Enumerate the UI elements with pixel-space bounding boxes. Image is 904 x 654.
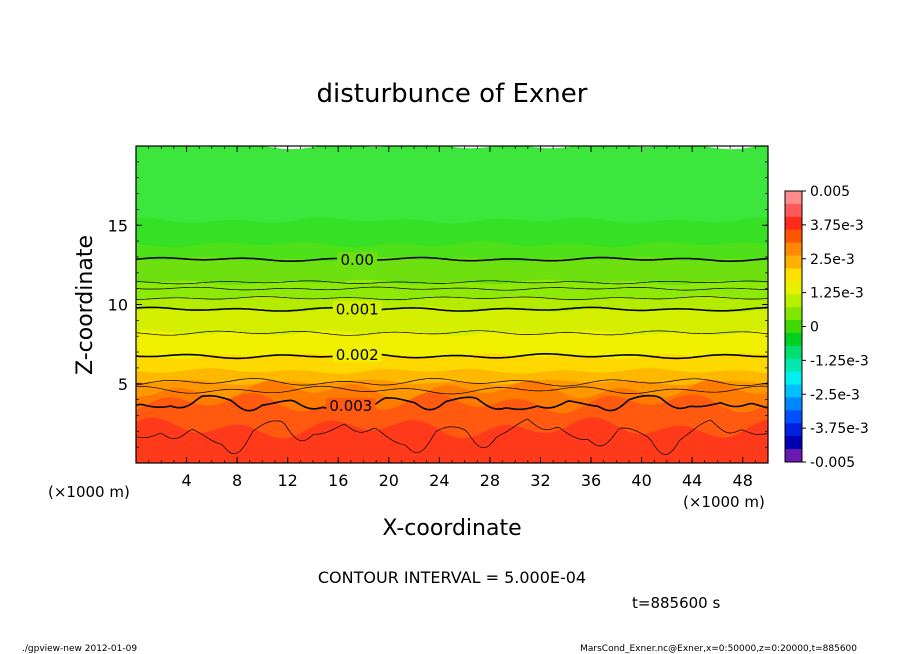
y-axis: 5 10 15 [108, 145, 768, 464]
colorbar-swatch [785, 268, 802, 282]
colorbar-swatch [785, 397, 802, 411]
x-tick-label: 20 [379, 471, 399, 490]
contour-lines [135, 256, 769, 455]
heatmap-band [136, 417, 768, 463]
colorbar-label: 3.75e-3 [810, 218, 864, 234]
heatmap-area [136, 146, 768, 463]
colorbar-swatch [785, 229, 802, 244]
x-axis: 4 8 12 16 20 24 28 32 36 40 44 48 [135, 146, 769, 490]
x-tick-label: 44 [682, 471, 702, 490]
colorbar-label: 0 [810, 320, 819, 336]
contour-line [135, 394, 769, 412]
contour-line [135, 418, 769, 455]
contour-line [135, 385, 769, 395]
colorbar-swatch [785, 332, 802, 347]
colorbar-swatch [785, 423, 802, 437]
contour-label: 0.002 [336, 346, 379, 364]
x-unit-right: (×1000 m) [683, 493, 765, 511]
colorbar-swatch [785, 410, 802, 424]
contour-label: 0.00 [340, 251, 373, 269]
contour-label-bg [326, 397, 376, 413]
colorbar-label: 1.25e-3 [810, 286, 864, 302]
x-tick-label: 32 [530, 471, 550, 490]
contour-line [135, 378, 769, 387]
contour-labels: 0.00 0.001 0.002 0.003 [326, 251, 382, 415]
x-tick-label: 28 [480, 471, 500, 490]
colorbar-swatch [785, 345, 802, 360]
contour-line [135, 256, 769, 262]
colorbar-swatch [785, 384, 802, 398]
colorbar-label: 0.005 [810, 184, 850, 200]
footer-left: ./gpview-new 2012-01-09 [22, 644, 137, 654]
colorbar-swatch [785, 449, 802, 463]
x-tick-label: 24 [429, 471, 449, 490]
colorbar-swatch [785, 191, 802, 205]
colorbar-swatch [785, 255, 802, 269]
chart-title: disturbunce of Exner [317, 79, 588, 109]
y-axis-label: Z-coordinate [73, 235, 98, 375]
colorbar-swatch [785, 436, 802, 450]
colorbar-swatch [785, 320, 802, 334]
colorbar-label: -2.5e-3 [810, 387, 860, 403]
contour-label-bg [332, 301, 382, 317]
contour-label: 0.003 [329, 397, 372, 415]
contour-label-bg [332, 347, 382, 363]
colorbar-swatch [785, 203, 802, 218]
y-tick-label: 15 [108, 216, 128, 235]
contour-line [135, 330, 769, 336]
colorbar-label: -3.75e-3 [810, 421, 869, 437]
y-tick-label: 5 [118, 375, 128, 394]
contour-label: 0.001 [336, 300, 379, 318]
x-tick-label: 48 [733, 471, 753, 490]
contour-interval-text: CONTOUR INTERVAL = 5.000E-04 [318, 568, 586, 587]
colorbar: 0.005 3.75e-3 2.5e-3 1.25e-3 0 -1.25e-3 -2.5e-… [784, 184, 869, 471]
colorbar-label: 2.5e-3 [810, 252, 855, 268]
x-unit-left: (×1000 m) [48, 483, 130, 501]
x-tick-label: 36 [581, 471, 601, 490]
x-tick-label: 40 [631, 471, 651, 490]
colorbar-swatch [785, 307, 802, 321]
time-label: t=885600 s [632, 594, 720, 612]
x-tick-label: 12 [278, 471, 298, 490]
contour-line [135, 352, 769, 360]
contour-line [135, 280, 769, 285]
contour-line [135, 286, 769, 291]
x-axis-label: X-coordinate [382, 516, 521, 541]
colorbar-swatch [785, 371, 802, 386]
colorbar-label: -1.25e-3 [810, 353, 869, 369]
contour-label-bg [337, 252, 378, 268]
colorbar-swatch [785, 281, 802, 295]
y-tick-label: 10 [108, 296, 128, 315]
x-tick-label: 4 [181, 471, 191, 490]
colorbar-swatch [785, 294, 802, 308]
contour-line [135, 306, 769, 312]
footer-right: MarsCond_Exner.nc@Exner,x=0:50000,z=0:20… [580, 644, 857, 654]
colorbar-swatch [785, 358, 802, 373]
colorbar-label: -0.005 [810, 455, 855, 471]
x-tick-label: 8 [232, 471, 242, 490]
colorbar-swatch [785, 216, 802, 231]
colorbar-swatch [785, 242, 802, 257]
contour-line [135, 296, 769, 301]
x-tick-label: 16 [328, 471, 348, 490]
